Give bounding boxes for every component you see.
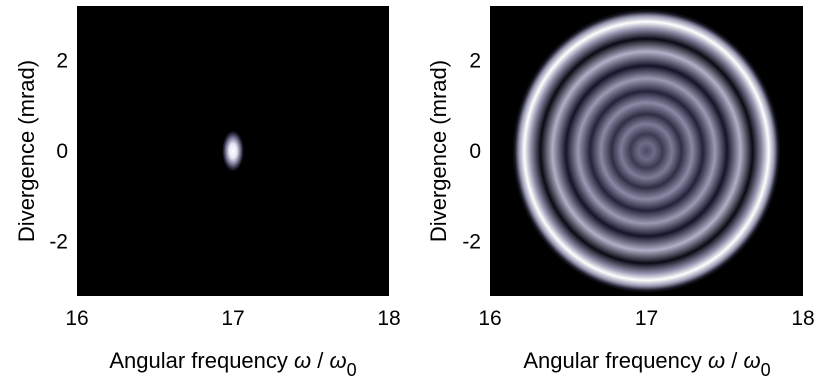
omega0-symbol: ω <box>330 348 347 373</box>
y-tick-labels: 2 0 -2 <box>462 49 481 253</box>
left-heatmap-panel: 16 17 18 20-2 Angular frequency ω / ω0 Div… <box>14 6 401 380</box>
x-tick-label: 17 <box>221 307 244 330</box>
y-tick-label: -2 <box>462 231 481 254</box>
omega-symbol: ω <box>708 348 725 373</box>
y-tick-labels: 2 0 -2 <box>49 49 68 253</box>
y-axis-label: Divergence (mrad) <box>426 60 451 242</box>
y-tick-label: 0 <box>56 140 68 163</box>
x-axis-label-text: Angular frequency <box>523 348 708 373</box>
slash: / <box>311 348 329 373</box>
omega-symbol: ω <box>294 348 311 373</box>
subscript-zero: 0 <box>761 360 771 380</box>
x-axis-label-text: Angular frequency <box>109 348 294 373</box>
x-tick-label: 16 <box>478 307 501 330</box>
x-tick-label: 17 <box>635 307 658 330</box>
x-tick-label: 18 <box>791 307 814 330</box>
concentric-ring-pattern <box>512 8 781 294</box>
intensity-spot <box>222 130 244 172</box>
y-tick-label: 2 <box>469 49 481 72</box>
y-tick-label: 0 <box>469 140 481 163</box>
y-axis-label: Divergence (mrad) <box>14 60 39 242</box>
right-heatmap-panel: 16 17 18 20-2 Angular frequency ω / ω0 Div… <box>426 6 815 380</box>
y-tick-label: 2 <box>56 49 68 72</box>
x-axis-label: Angular frequency ω / ω0 <box>523 348 770 380</box>
omega0-symbol: ω <box>744 348 761 373</box>
slash: / <box>725 348 743 373</box>
x-tick-label: 18 <box>377 307 400 330</box>
y-tick-label: -2 <box>49 231 68 254</box>
x-tick-labels: 16 17 18 <box>65 307 400 330</box>
x-tick-labels: 16 17 18 <box>478 307 814 330</box>
x-axis-label: Angular frequency ω / ω0 <box>109 348 356 380</box>
x-tick-label: 16 <box>65 307 88 330</box>
subscript-zero: 0 <box>347 360 357 380</box>
